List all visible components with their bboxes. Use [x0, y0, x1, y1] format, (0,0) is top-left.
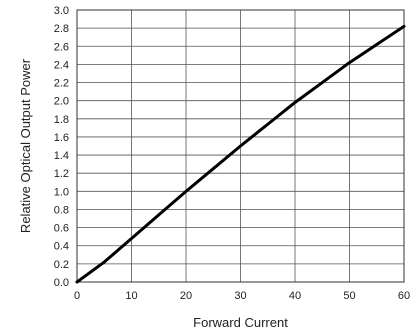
series-line-0	[75, 24, 406, 284]
y-tick-label-14: 2.8	[54, 23, 69, 35]
y-tick-label-8: 1.6	[54, 132, 69, 144]
y-tick-label-10: 2.0	[54, 96, 69, 108]
x-tick-label-6: 60	[398, 290, 410, 302]
y-tick-label-4: 0.8	[54, 204, 69, 216]
y-tick-label-12: 2.4	[54, 59, 69, 71]
y-tick-label-11: 2.2	[54, 78, 69, 90]
y-axis-label: Relative Optical Output Power	[18, 58, 33, 233]
y-tick-labels: 0.0 0.2 0.4 0.6 0.8 1.0 1.2 1.4 1.6 1.8 2.0 2.2 2.4 2…	[54, 5, 69, 289]
x-tick-label-3: 30	[234, 290, 246, 302]
x-tick-label-2: 20	[180, 290, 192, 302]
y-tick-label-7: 1.4	[54, 150, 69, 162]
y-tick-label-0: 0.0	[54, 277, 69, 289]
series-layer	[75, 24, 406, 284]
x-tick-label-1: 10	[125, 290, 137, 302]
y-tick-label-13: 2.6	[54, 41, 69, 53]
y-tick-label-5: 1.0	[54, 186, 69, 198]
x-tick-label-5: 50	[343, 290, 355, 302]
y-tick-label-3: 0.6	[54, 223, 69, 235]
y-tick-label-9: 1.8	[54, 114, 69, 126]
plot-frame	[76, 9, 405, 283]
y-tick-label-2: 0.4	[54, 241, 69, 253]
y-tick-label-6: 1.2	[54, 168, 69, 180]
x-tick-label-0: 0	[74, 290, 80, 302]
x-axis-label: Forward Current	[193, 315, 288, 330]
x-tick-label-4: 40	[289, 290, 301, 302]
y-tick-label-1: 0.2	[54, 259, 69, 271]
x-tick-labels: 0 10 20 30 40 50 60	[74, 290, 410, 302]
y-tick-label-15: 3.0	[54, 5, 69, 17]
